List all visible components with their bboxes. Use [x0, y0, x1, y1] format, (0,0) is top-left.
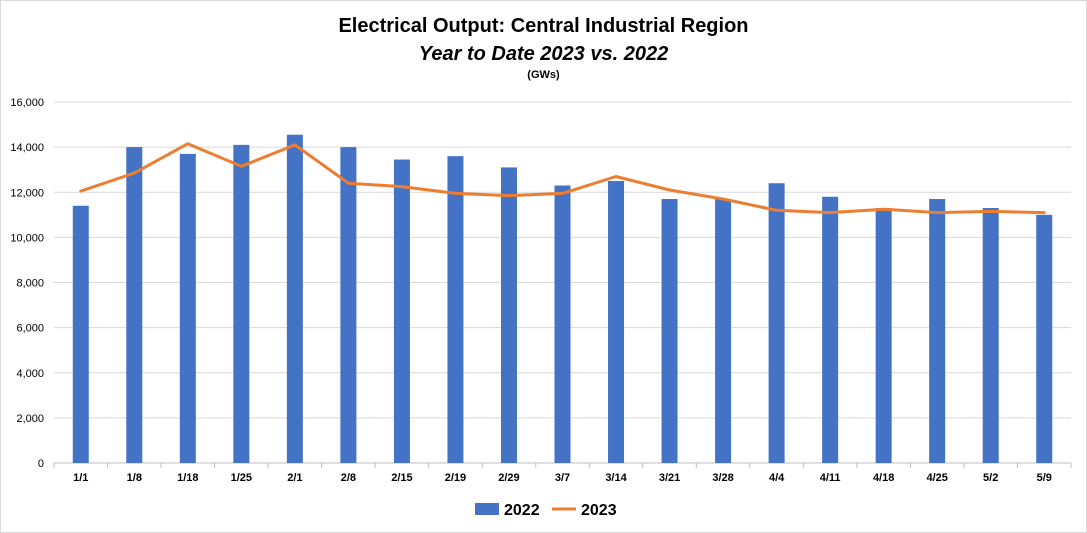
x-tick-label: 1/18	[177, 472, 198, 484]
bar-2022	[126, 147, 143, 463]
x-tick-label: 3/21	[659, 472, 680, 484]
x-tick-label: 4/4	[769, 472, 785, 484]
x-tick-label: 3/14	[605, 472, 627, 484]
bar-2022	[500, 167, 517, 463]
y-tick-label: 10,000	[10, 232, 44, 244]
bar-2022	[340, 147, 357, 463]
legend-swatch-2022	[475, 503, 499, 515]
y-tick-label: 14,000	[10, 142, 44, 154]
bar-2022	[179, 153, 196, 464]
x-tick-label: 5/9	[1037, 472, 1052, 484]
title-block: Electrical Output: Central Industrial Re…	[1, 11, 1086, 83]
x-tick-label: 4/18	[873, 472, 894, 484]
x-tick-label: 1/8	[127, 472, 142, 484]
bar-2022	[768, 183, 785, 463]
chart-title: Electrical Output: Central Industrial Re…	[338, 15, 749, 37]
chart-units: (GWs)	[527, 69, 560, 81]
y-tick-label: 2,000	[16, 413, 44, 425]
x-tick-label: 4/25	[926, 472, 947, 484]
legend-label-2023: 2023	[581, 502, 617, 519]
bar-2022	[233, 144, 250, 463]
bar-2022	[72, 205, 89, 463]
y-tick-label: 6,000	[16, 323, 44, 335]
x-tick-label: 2/29	[498, 472, 519, 484]
bar-2022	[1036, 214, 1053, 463]
x-tick-label: 5/2	[983, 472, 998, 484]
x-tick-label: 2/19	[445, 472, 466, 484]
x-tick-label: 2/8	[341, 472, 356, 484]
bar-2022	[447, 156, 464, 463]
bar-2022	[661, 199, 678, 464]
bar-2022	[715, 199, 732, 464]
x-tick-label: 3/28	[712, 472, 733, 484]
bar-2022	[982, 208, 999, 463]
x-tick-label: 2/15	[391, 472, 412, 484]
y-tick-label: 0	[38, 458, 44, 470]
chart-subtitle: Year to Date 2023 vs. 2022	[418, 43, 669, 65]
bar-2022	[286, 134, 303, 463]
y-tick-label: 16,000	[10, 97, 44, 109]
bar-2022	[608, 180, 625, 463]
x-tick-label: 1/1	[73, 472, 88, 484]
y-tick-label: 12,000	[10, 187, 44, 199]
y-tick-label: 4,000	[16, 368, 44, 380]
bar-2022	[393, 159, 410, 464]
bar-2022	[929, 199, 946, 464]
legend-label-2022: 2022	[504, 502, 540, 519]
x-tick-label: 4/11	[820, 472, 841, 484]
bar-2022	[822, 196, 839, 463]
x-tick-label: 3/7	[555, 472, 570, 484]
x-tick-label: 2/1	[287, 472, 302, 484]
line-2023	[79, 142, 1046, 215]
y-tick-label: 8,000	[16, 278, 44, 290]
x-tick-label: 1/25	[231, 472, 252, 484]
bar-2022	[875, 208, 892, 463]
bar-2022	[554, 185, 571, 463]
